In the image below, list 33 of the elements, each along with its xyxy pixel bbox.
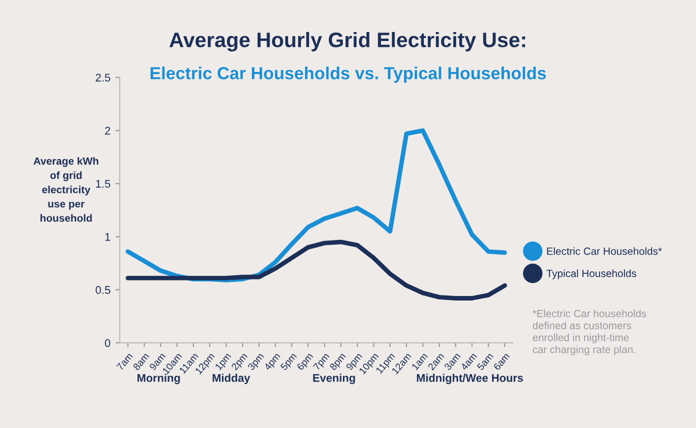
legend-label: Typical Households bbox=[546, 269, 636, 280]
x-tick-label: 6pm bbox=[296, 352, 315, 372]
x-tick-label: 2am bbox=[428, 352, 444, 371]
y-tick-label: 1 bbox=[105, 233, 110, 241]
y-tick-label: 0 bbox=[104, 339, 110, 347]
y-tick-label: 0.5 bbox=[96, 286, 110, 294]
y-tick-label: 1.5 bbox=[96, 180, 110, 188]
chart-subtitle: Electric Car Households vs. Typical Households bbox=[150, 66, 546, 83]
x-tick-label: 7am bbox=[116, 352, 133, 371]
x-tick-label: 8am bbox=[132, 352, 150, 371]
x-tick-label: 4am bbox=[460, 352, 478, 371]
x-tick-label: 9am bbox=[149, 352, 166, 371]
x-tick-label: 5am bbox=[476, 352, 494, 371]
x-tick-label: 2pm bbox=[230, 352, 250, 372]
text: *Electric Car households defined as customers enrolled in night-time car charging rate plan. bbox=[532, 310, 646, 356]
text: Evening bbox=[313, 374, 355, 384]
x-tick-label: 5pm bbox=[280, 352, 298, 372]
x-tick-label: 4pm bbox=[264, 352, 282, 372]
x-tick-label: 1pm bbox=[214, 352, 233, 372]
line-series bbox=[126, 240, 507, 300]
x-tick-label: 3am bbox=[444, 352, 461, 371]
y-tick-label: 2 bbox=[105, 126, 110, 135]
x-tick-label: 3pm bbox=[247, 352, 266, 372]
y-tick-label: 2.5 bbox=[96, 74, 110, 82]
text: Midnight/Wee Hours bbox=[416, 374, 523, 384]
text: Midday bbox=[212, 374, 250, 384]
x-tick-label: 7pm bbox=[312, 352, 332, 372]
x-tick-label: 8pm bbox=[329, 352, 348, 372]
x-tick-label: 6am bbox=[493, 352, 510, 371]
chart-title: Average Hourly Grid Electricity Use: bbox=[169, 32, 526, 52]
text: Morning bbox=[138, 374, 180, 384]
legend-label: Electric Car Households* bbox=[547, 247, 662, 255]
x-tick-label: 1am bbox=[411, 352, 428, 370]
